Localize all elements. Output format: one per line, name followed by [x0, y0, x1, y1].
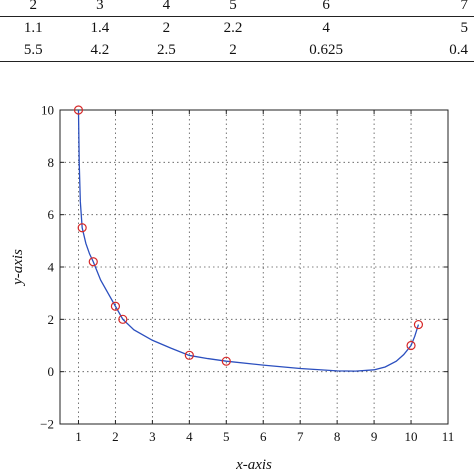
axis-ticks: 1 2 3 4 5 6 7 8 9 10 11 −2 0 2 4 6 8 10: [40, 103, 454, 445]
table-cell: 1.4: [90, 20, 110, 36]
y-axis-label: y-axis: [10, 249, 26, 287]
table-cell: 5.5: [0, 39, 67, 62]
grid-lines: [60, 109, 449, 425]
table-row: 5.5 4.2 2.5 2 0.625 0.4: [0, 39, 474, 62]
table-cell: 2.2: [223, 20, 243, 36]
series-layer: [73, 105, 424, 372]
table-cell: 4: [133, 0, 200, 17]
data-table-region: 2 3 4 5 6 7 1.1 1.4 2 2.2 4 5 5.5 4.2 2.5 2 0.625 0.4: [0, 0, 474, 68]
table-cell: 4: [322, 20, 330, 36]
x-tick-label: 3: [149, 429, 156, 444]
x-tick-label: 10: [405, 429, 418, 444]
table-cell: 4.2: [66, 39, 134, 62]
table-cell: 5: [460, 20, 469, 36]
data-point-marker: [406, 340, 416, 351]
y-tick-label: 0: [48, 364, 55, 379]
fitted-curve-line: [77, 109, 420, 372]
data-point-marker: [118, 314, 128, 324]
x-tick-label: 2: [112, 429, 119, 444]
table-cell: 3: [66, 0, 134, 17]
x-tick-label: 11: [442, 429, 455, 444]
table-cell: 2: [162, 20, 171, 36]
table-cell: 6: [266, 0, 387, 17]
x-tick-label: 9: [371, 429, 378, 444]
table-cell: 2: [199, 39, 267, 62]
data-table-body: 2 3 4 5 6 7 1.1 1.4 2 2.2 4 5 5.5 4.2 2.5 2 0.625 0.4: [0, 0, 474, 62]
x-tick-label: 5: [223, 429, 230, 444]
y-tick-label: 6: [48, 207, 55, 222]
y-tick-label: 4: [48, 260, 55, 275]
x-tick-label: 6: [260, 429, 267, 444]
data-point-marker: [413, 319, 424, 330]
x-tick-label: 1: [75, 429, 82, 444]
data-point-marker: [110, 301, 121, 311]
data-point-marker: [88, 257, 98, 267]
x-tick-label: 4: [186, 429, 193, 444]
data-point-marker: [221, 356, 231, 366]
table-cell: 2: [0, 0, 67, 17]
table-row: 1.1 1.4 2 2.2 4 5: [0, 17, 474, 40]
y-tick-label: 8: [48, 155, 55, 170]
data-point-marker: [184, 350, 194, 360]
table-cell: 2.5: [133, 39, 200, 62]
table-cell: 1.1: [23, 20, 43, 36]
data-point-marker: [77, 223, 87, 233]
y-tick-label: 10: [41, 103, 54, 118]
data-table: 2 3 4 5 6 7 1.1 1.4 2 2.2 4 5 5.5 4.2 2.5 2 0.625 0.4: [0, 0, 474, 62]
x-tick-label: 7: [297, 429, 304, 444]
y-tick-label: −2: [40, 417, 54, 432]
table-cell: 0.4: [386, 39, 474, 62]
y-tick-label: 2: [48, 312, 55, 327]
data-point-marker: [73, 105, 84, 115]
table-cell: 7: [386, 0, 474, 17]
x-tick-label: 8: [334, 429, 341, 444]
table-cell: 0.625: [266, 39, 387, 62]
x-axis-label: x-axis: [235, 457, 272, 473]
table-cell: 5: [199, 0, 267, 17]
